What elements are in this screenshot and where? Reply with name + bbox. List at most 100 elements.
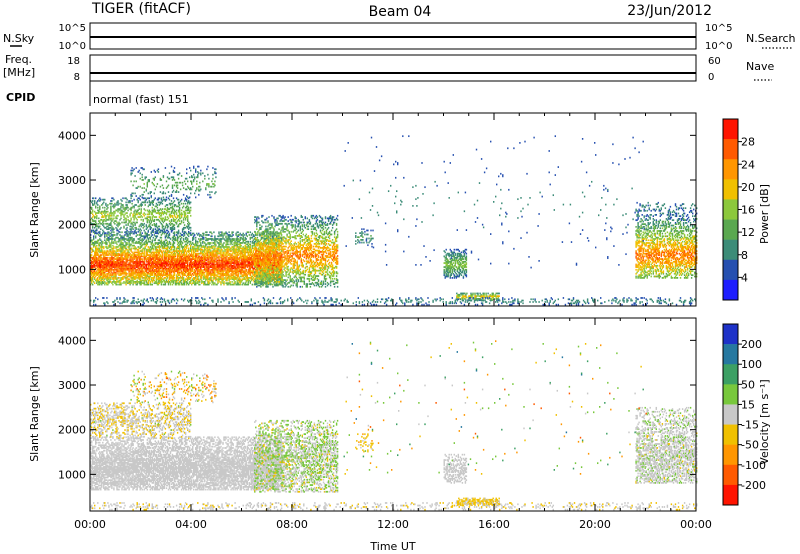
power-cell	[153, 237, 154, 239]
power-cell	[238, 231, 239, 233]
power-cell	[227, 244, 228, 246]
power-cell	[248, 241, 249, 243]
power-cell	[276, 235, 277, 237]
power-cell	[93, 197, 94, 199]
power-cell	[170, 242, 171, 244]
power-cell	[95, 206, 96, 208]
power-cell	[215, 244, 216, 246]
power-cell	[102, 207, 103, 209]
nsearch-tick-bottom: 10^0	[705, 41, 732, 52]
power-cell	[93, 235, 94, 237]
power-cell	[97, 207, 98, 209]
power-cell	[203, 233, 204, 235]
power-cell	[91, 207, 92, 209]
power-cell	[246, 269, 247, 271]
cpid-value: normal (fast) 151	[93, 93, 189, 106]
power-cell	[174, 246, 175, 248]
power-cell	[184, 234, 185, 236]
power-cell	[246, 238, 247, 240]
power-cell	[213, 231, 214, 233]
power-cell	[92, 200, 93, 202]
power-cell	[221, 231, 222, 233]
power-cell	[133, 238, 134, 240]
power-cell	[187, 245, 188, 247]
freq-tick-top: 18	[67, 56, 80, 67]
power-cell	[98, 218, 99, 220]
power-cell	[209, 282, 210, 284]
power-cell	[96, 215, 97, 217]
power-cell	[188, 235, 189, 237]
power-cell	[211, 233, 212, 235]
power-cell	[96, 232, 97, 234]
power-cell	[106, 242, 107, 244]
power-cell	[95, 197, 96, 199]
power-cell	[182, 242, 183, 244]
power-cell	[199, 284, 200, 286]
power-cell	[99, 226, 100, 228]
nsky-strip: N.Sky 10^5 10^0 10^5 10^0 N.Search	[3, 23, 796, 52]
freq-unit: [MHz]	[3, 66, 35, 79]
power-cell	[92, 284, 93, 286]
power-cell	[174, 277, 175, 279]
power-cell	[140, 231, 141, 233]
power-cell	[96, 245, 97, 247]
power-cell	[197, 241, 198, 243]
power-cell	[96, 223, 97, 225]
power-cell	[200, 242, 201, 244]
nsky-tick-top: 10^5	[59, 23, 86, 34]
power-cell	[161, 237, 162, 239]
power-cell	[234, 281, 235, 283]
power-cell	[122, 242, 123, 244]
power-cell	[153, 248, 154, 250]
power-cell	[111, 231, 112, 233]
nsky-label: N.Sky	[3, 32, 35, 45]
power-cell	[152, 239, 153, 241]
power-cell	[152, 284, 153, 286]
cpid-label: CPID	[6, 91, 35, 104]
power-cell	[112, 238, 113, 240]
power-cell	[175, 237, 176, 239]
power-cell	[241, 245, 242, 247]
power-cell	[272, 284, 273, 286]
power-cell	[218, 231, 219, 233]
power-cell	[248, 231, 249, 233]
power-cell	[99, 206, 100, 208]
power-cell	[250, 244, 251, 246]
power-cell	[118, 277, 119, 279]
power-cell	[257, 245, 258, 247]
power-cell	[160, 231, 161, 233]
power-cell	[100, 228, 101, 230]
power-cell	[229, 281, 230, 283]
power-heatmap	[90, 135, 697, 305]
nsky-tick-bottom: 10^0	[59, 41, 86, 52]
power-cell	[188, 248, 189, 250]
power-cell	[208, 234, 209, 236]
power-cell	[225, 235, 226, 237]
nsearch-label: N.Search	[746, 32, 796, 45]
power-cell	[113, 246, 114, 248]
power-cell	[126, 273, 127, 275]
power-cell	[211, 235, 212, 237]
power-cell	[214, 235, 215, 237]
power-cell	[157, 235, 158, 237]
power-cell	[277, 249, 278, 251]
nave-tick-top: 60	[708, 56, 721, 67]
power-cell	[146, 239, 147, 241]
power-cell	[232, 231, 233, 233]
power-cell	[210, 242, 211, 244]
power-cell	[231, 281, 232, 283]
power-cell	[250, 231, 251, 233]
beam-label: Beam 04	[369, 4, 432, 20]
power-cell	[113, 231, 114, 233]
freq-label: Freq.	[5, 53, 32, 66]
power-cell	[195, 237, 196, 239]
power-cell	[228, 231, 229, 233]
nave-label: Nave	[746, 60, 774, 73]
freq-strip: Freq. [MHz] 18 8 60 0 Nave	[3, 53, 774, 83]
power-cell	[211, 277, 212, 279]
power-cell	[149, 234, 150, 236]
power-cell	[99, 231, 100, 233]
power-cell	[232, 234, 233, 236]
power-cell	[103, 246, 104, 248]
